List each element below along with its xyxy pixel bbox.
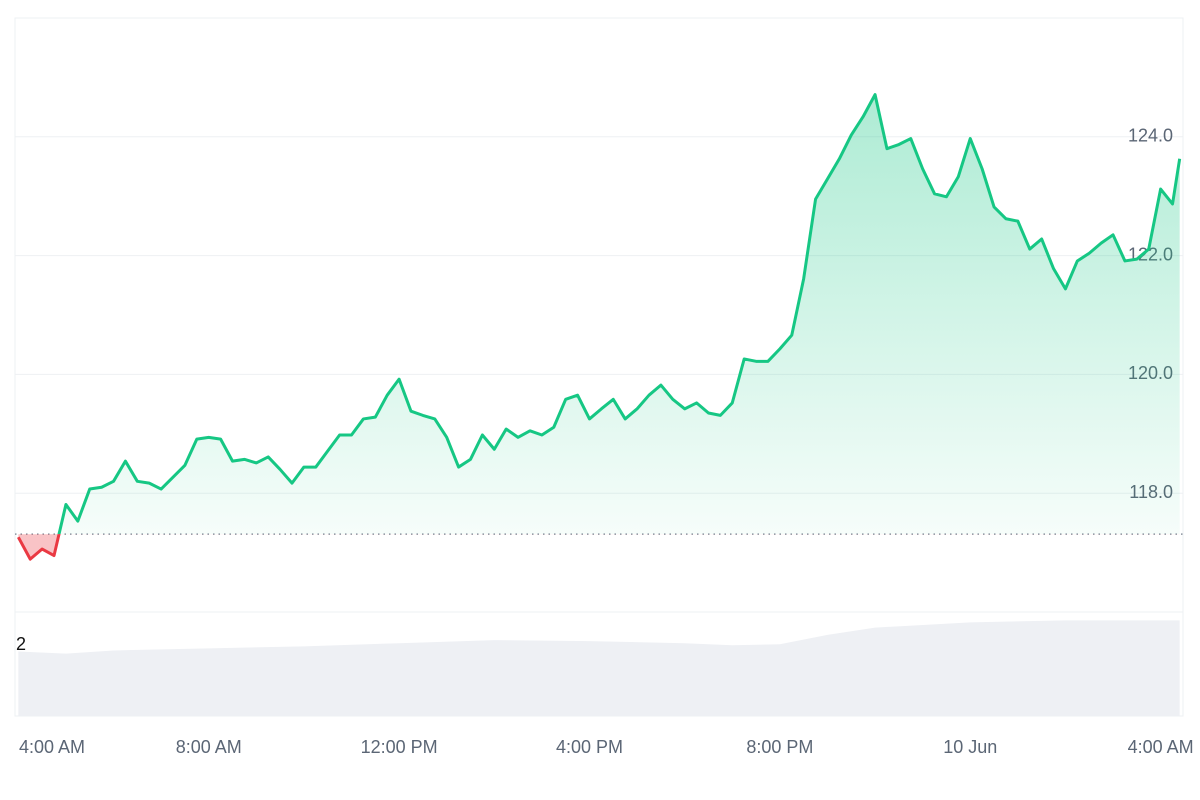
x-tick-label: 4:00 AM <box>1128 737 1194 757</box>
x-tick-label: 12:00 PM <box>361 737 438 757</box>
x-tick-label: 4:00 PM <box>556 737 623 757</box>
x-tick-label: 4:00 AM <box>19 737 85 757</box>
x-tick-label: 8:00 PM <box>746 737 813 757</box>
volume-label: 2 <box>16 634 26 654</box>
price-line <box>57 93 1182 535</box>
y-tick-label: 124.0 <box>1128 126 1173 146</box>
area-up <box>59 94 1180 535</box>
x-tick-label: 8:00 AM <box>176 737 242 757</box>
volume-area <box>18 620 1180 716</box>
x-tick-label: 10 Jun <box>943 737 997 757</box>
